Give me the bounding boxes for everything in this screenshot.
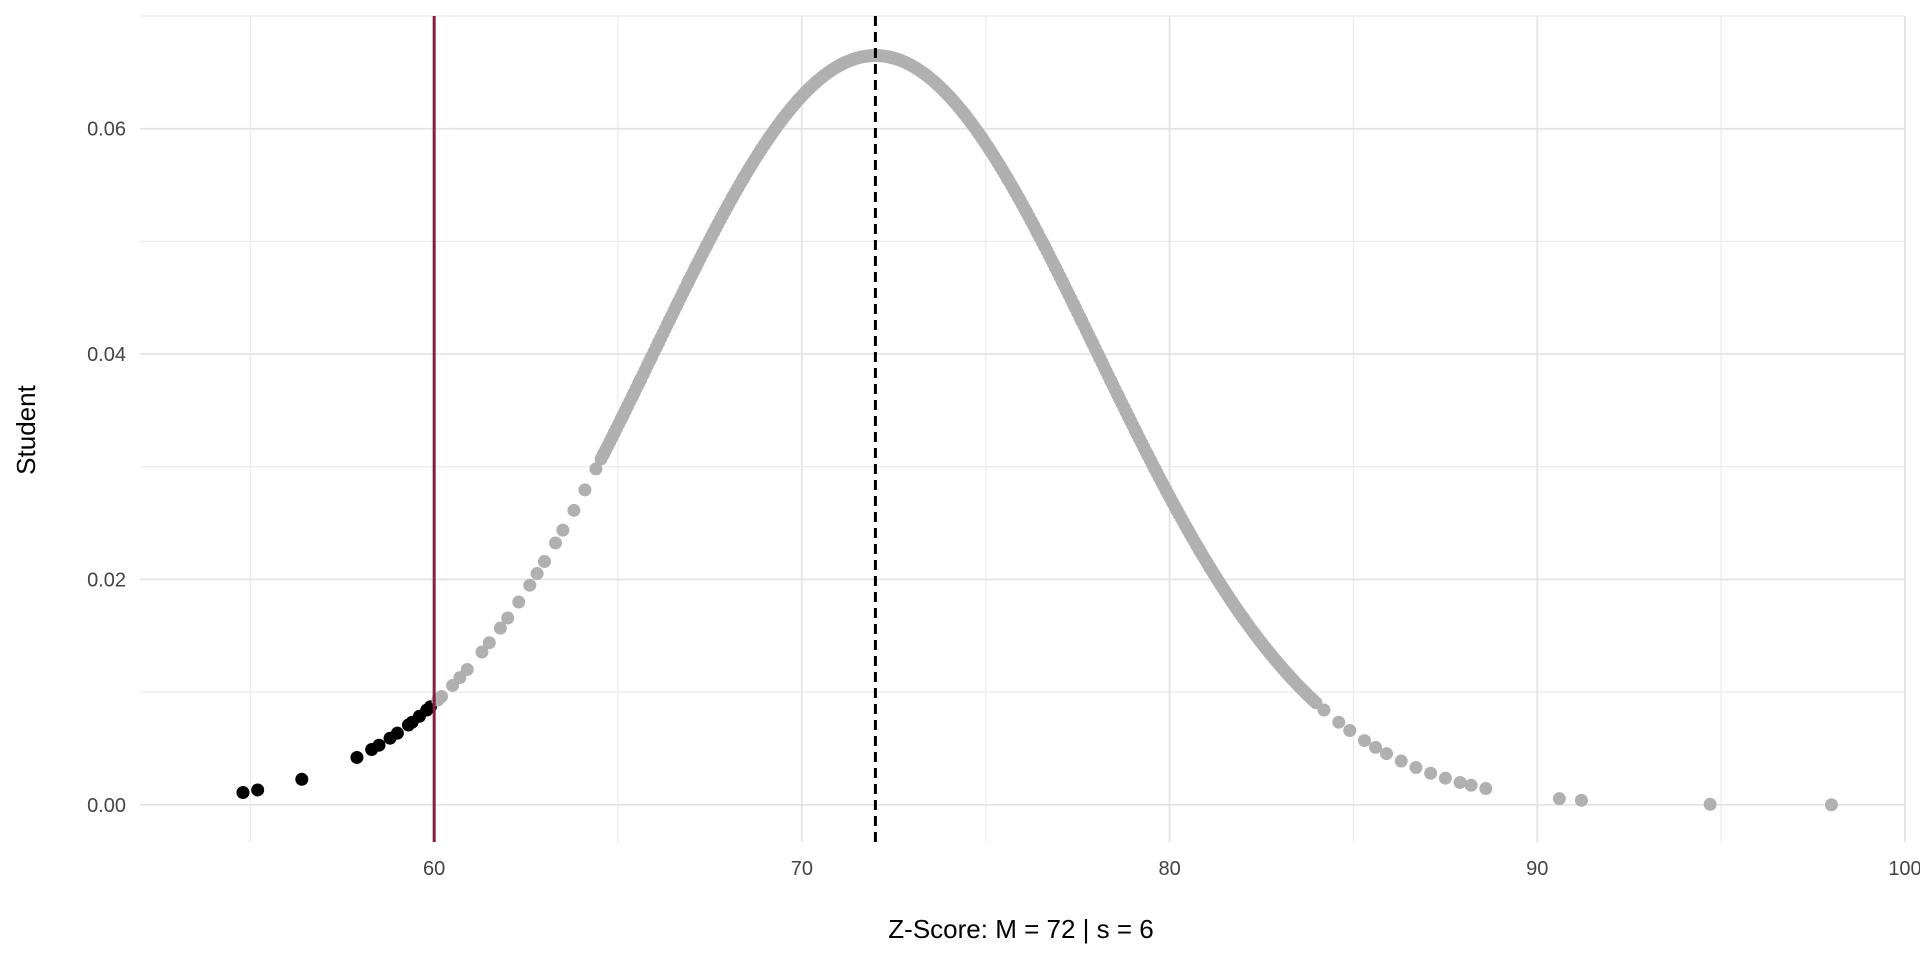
- data-point-5: [372, 738, 386, 752]
- data-point-120: [1574, 793, 1588, 807]
- data-point-29: [578, 483, 592, 497]
- data-point-109: [1357, 734, 1371, 748]
- x-tick-label-1: 70: [791, 858, 813, 880]
- data-point-18: [475, 645, 489, 659]
- data-point-2: [295, 772, 309, 786]
- y-axis-title: Student: [11, 384, 41, 474]
- data-point-112: [1394, 754, 1408, 768]
- data-point-25: [537, 555, 551, 569]
- y-tick-label-2: 0.04: [87, 344, 126, 366]
- data-point-116: [1453, 775, 1467, 789]
- y-tick-label-3: 0.06: [87, 119, 126, 141]
- reference-lines: [432, 16, 877, 842]
- y-tick-labels: 0.00 0.02 0.04 0.06: [87, 119, 126, 817]
- data-point-119: [1552, 792, 1566, 806]
- grid-major: [140, 16, 1906, 842]
- y-tick-label-1: 0.02: [87, 569, 126, 591]
- data-point-14: [435, 689, 449, 703]
- data-point-28: [567, 503, 581, 517]
- data-point-1: [251, 783, 265, 797]
- data-point-122: [1824, 798, 1838, 812]
- data-point-26: [549, 536, 563, 550]
- data-point-117: [1464, 778, 1478, 792]
- data-point-30: [589, 462, 603, 476]
- x-tick-label-4: 100: [1888, 858, 1920, 880]
- x-tick-label-2: 80: [1158, 858, 1180, 880]
- data-point-114: [1424, 766, 1438, 780]
- curve-point: [1309, 696, 1323, 710]
- data-point-113: [1409, 761, 1423, 775]
- x-axis-title: Z-Score: M = 72 | s = 6: [888, 914, 1153, 944]
- data-point-21: [501, 611, 515, 625]
- data-point-3: [350, 750, 364, 764]
- x-tick-labels: 60 70 80 90 100: [423, 858, 1920, 880]
- data-point-115: [1438, 771, 1452, 785]
- data-points: [236, 49, 1838, 812]
- data-point-17: [460, 662, 474, 676]
- data-point-23: [523, 578, 537, 592]
- data-point-121: [1703, 797, 1717, 811]
- x-tick-label-0: 60: [423, 858, 445, 880]
- data-point-22: [512, 595, 526, 609]
- data-point-20: [493, 621, 507, 635]
- data-point-19: [482, 636, 496, 650]
- y-tick-label-0: 0.00: [87, 795, 126, 817]
- data-point-108: [1343, 724, 1357, 738]
- data-point-111: [1380, 747, 1394, 761]
- data-point-107: [1332, 715, 1346, 729]
- data-point-0: [236, 786, 250, 800]
- data-point-24: [530, 567, 544, 581]
- data-point-110: [1369, 740, 1382, 754]
- grid-minor: [140, 15, 1905, 842]
- data-point-27: [556, 523, 570, 537]
- data-point-7: [390, 726, 404, 740]
- data-point-118: [1479, 782, 1493, 795]
- x-tick-label-3: 90: [1526, 858, 1548, 880]
